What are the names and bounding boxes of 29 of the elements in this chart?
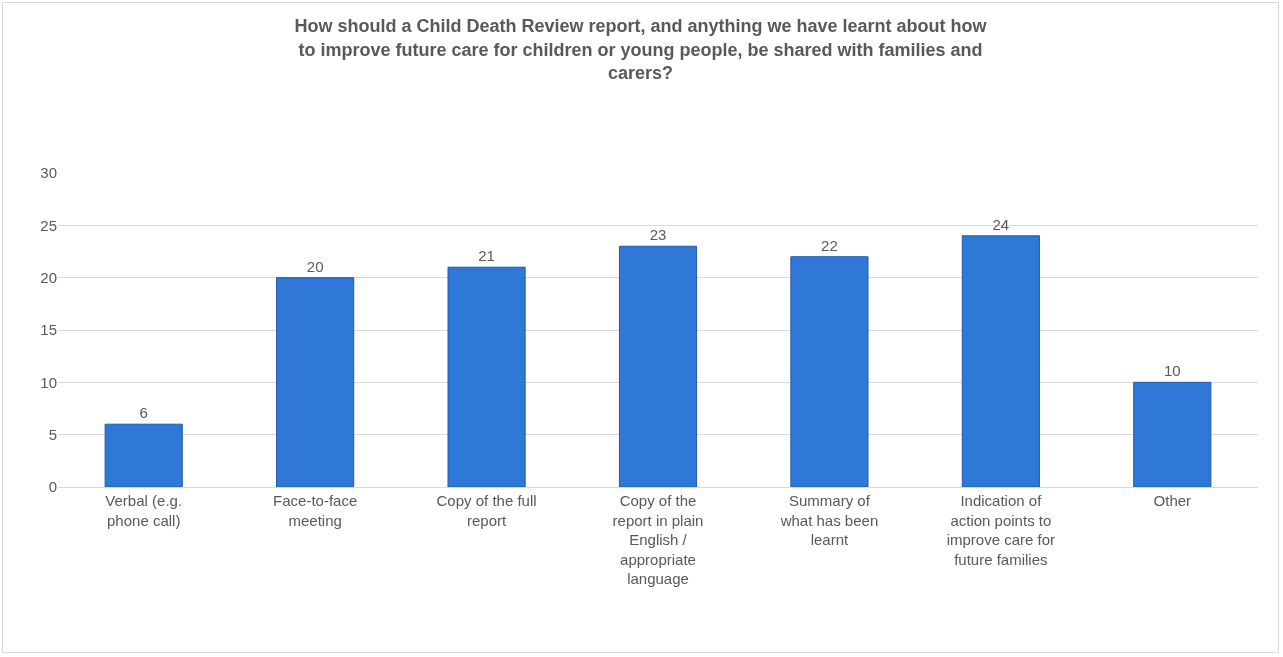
- chart-title: How should a Child Death Review report, and anything we have learnt about how to improve future care for children or young people, be shared with families and carers?: [294, 16, 988, 83]
- bar: [447, 266, 526, 487]
- bar: [961, 235, 1040, 487]
- data-label: 24: [992, 215, 1010, 233]
- x-tick-label: Copy of the full report: [436, 492, 537, 529]
- x-tick-label: Indication of action points to improve care for future families: [946, 492, 1056, 568]
- bar: [618, 245, 698, 487]
- data-label: 20: [306, 257, 324, 275]
- x-tick-label: Other: [1153, 492, 1192, 509]
- y-tick-label: 30: [40, 164, 57, 182]
- bar: [1133, 381, 1212, 487]
- x-tick-label: Verbal (e.g. phone call): [105, 492, 183, 529]
- y-tick-label: 10: [40, 373, 57, 391]
- y-tick-label: 20: [40, 268, 57, 286]
- x-tick-label: Copy of the report in plain English / appropriate language: [612, 492, 704, 587]
- bar: [104, 423, 183, 487]
- y-tick-label: 5: [48, 425, 57, 443]
- x-tick-label: Face-to-face meeting: [273, 492, 358, 529]
- x-tick-label: Summary of what has been learnt: [779, 492, 879, 548]
- data-label: 22: [821, 236, 838, 254]
- data-label: 21: [478, 247, 495, 265]
- y-tick-label: 15: [40, 321, 57, 339]
- bar: [790, 256, 869, 487]
- data-label: 10: [1163, 362, 1181, 380]
- y-tick-label: 0: [48, 478, 57, 496]
- bar: [276, 277, 355, 487]
- data-label: 6: [139, 404, 148, 422]
- data-label: 23: [649, 226, 667, 244]
- y-tick-label: 25: [40, 216, 57, 234]
